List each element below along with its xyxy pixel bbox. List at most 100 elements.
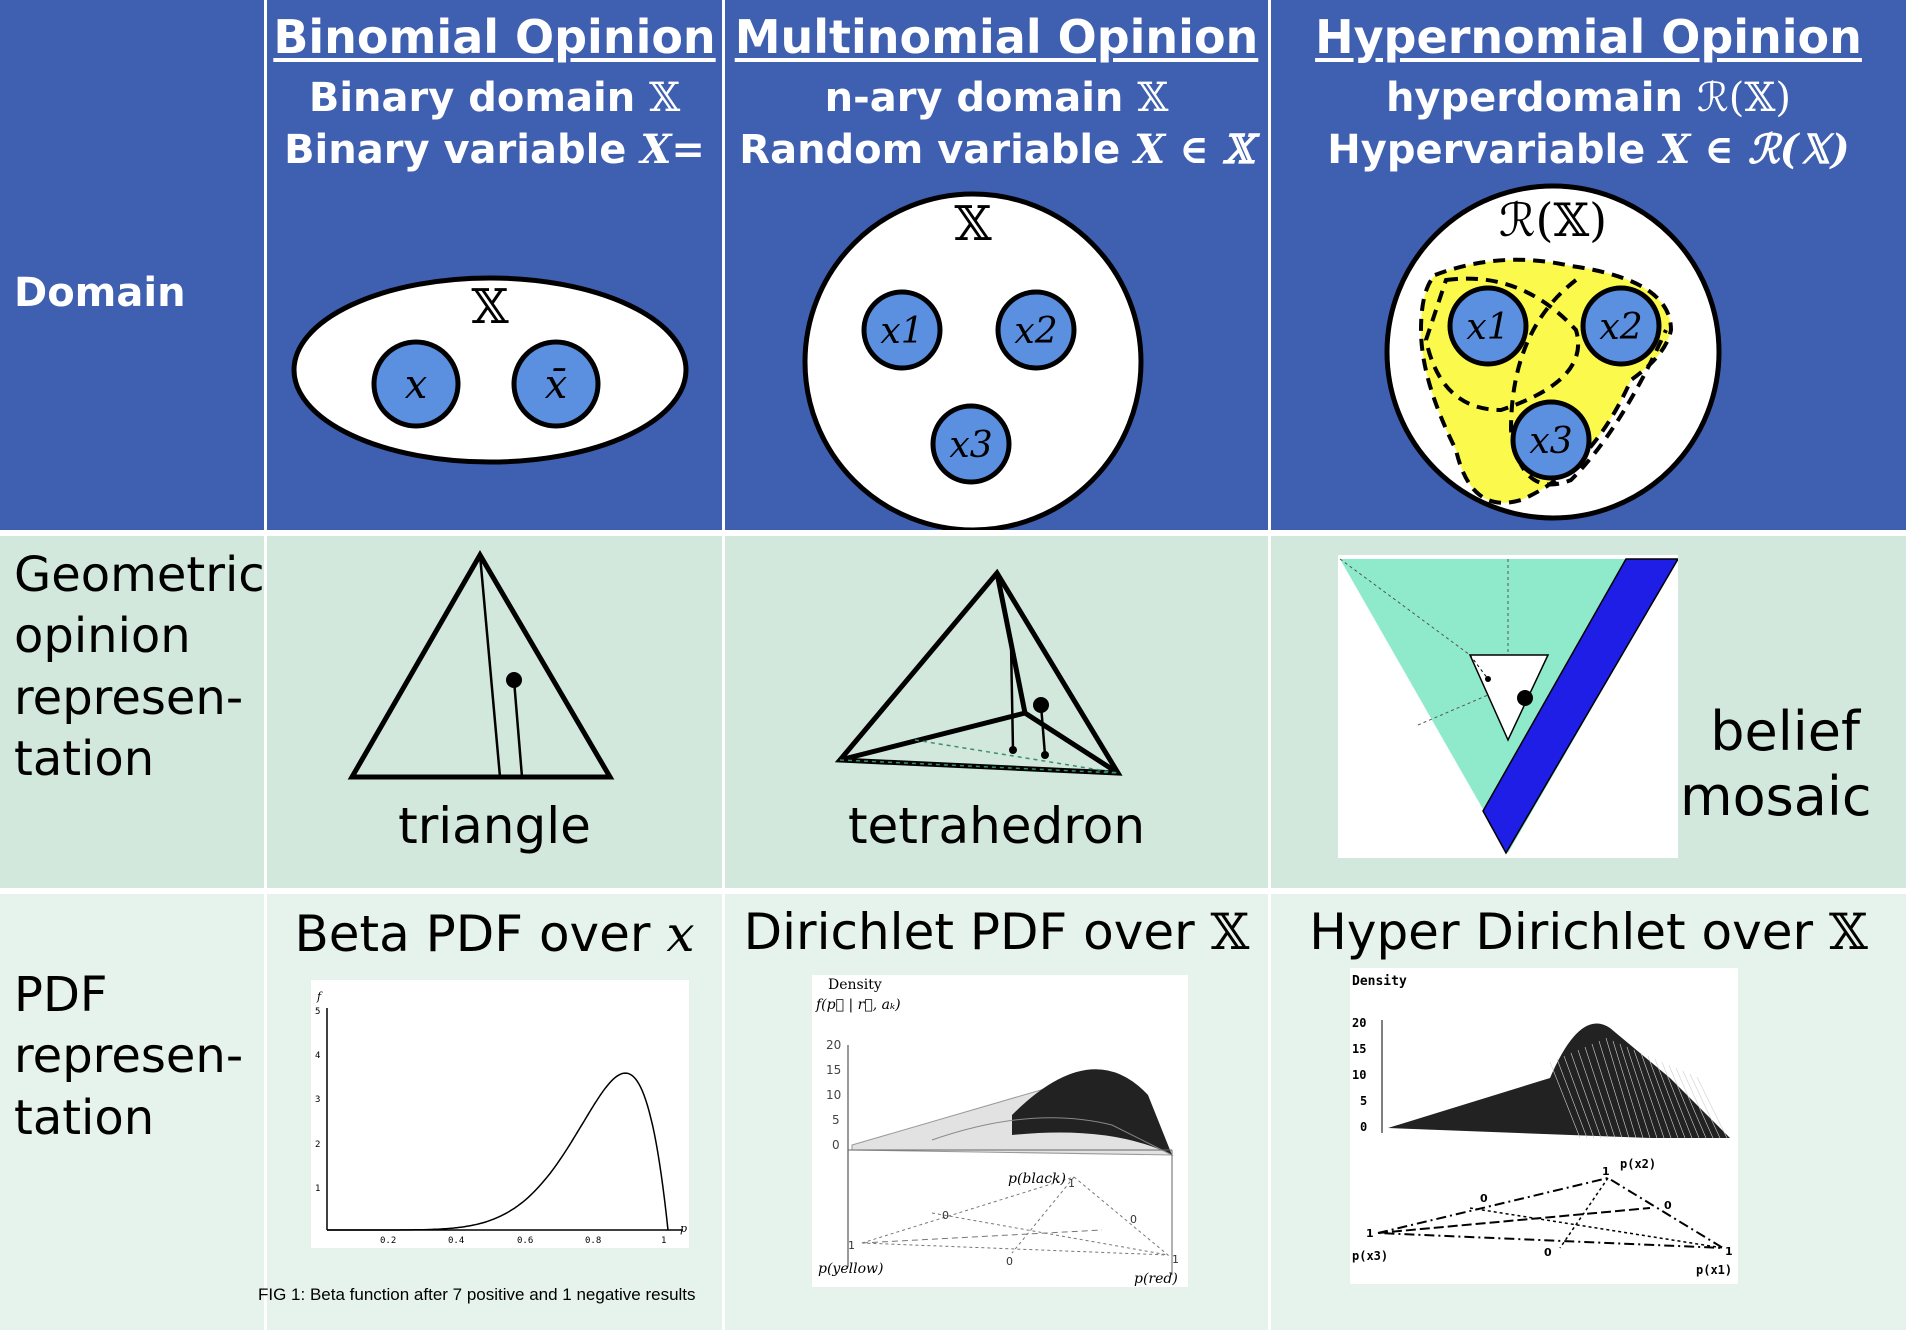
density-formula: f(p⃗ | r⃗, aₖ) xyxy=(815,997,901,1013)
simplex-line xyxy=(861,1229,1103,1244)
simplex-line xyxy=(1011,1176,1075,1254)
axis-label: p(black) xyxy=(1008,1171,1066,1187)
triangle-caption: triangle xyxy=(398,797,591,855)
simplex-line xyxy=(1377,1207,1651,1234)
domain-label: 𝕏 xyxy=(471,279,509,335)
simplex-line xyxy=(931,1212,1169,1256)
row-label-pdf: PDF represen- tation xyxy=(14,965,243,1149)
caption-line: mosaic xyxy=(1680,764,1872,828)
x-tick: 0.6 xyxy=(517,1236,533,1246)
tetrahedron-caption: tetrahedron xyxy=(847,797,1146,855)
corner-ticks: 1 0 0 0 1 1 xyxy=(848,1177,1179,1268)
x-ticks: 0.2 0.4 0.6 0.8 1 xyxy=(380,1236,666,1246)
y-tick: 5 xyxy=(315,1007,320,1017)
row-label-line: Geometric xyxy=(14,547,265,603)
element-label: x2 xyxy=(1599,307,1642,348)
y-tick: 2 xyxy=(315,1140,320,1150)
element-label: x3 xyxy=(949,425,992,466)
corner-tick: 1 xyxy=(1366,1227,1374,1240)
domain-label: ℛ(𝕏) xyxy=(1499,193,1607,247)
multinomial-title: Multinomial Opinion xyxy=(734,10,1259,64)
row-label-line: represen- xyxy=(14,669,244,726)
projection-point xyxy=(1041,751,1049,759)
belief-mosaic-caption: belief mosaic xyxy=(1680,700,1872,830)
multinomial-domain-symbol: 𝕏 xyxy=(1137,75,1169,121)
hyper-dirichlet-plot: Density 20 15 10 5 0 p(x2) p(x3) p(x1) 1… xyxy=(1350,968,1738,1284)
simplex-triangle xyxy=(1377,1176,1724,1249)
element-circle xyxy=(371,339,461,429)
corner-tick: 1 xyxy=(848,1239,855,1252)
multinomial-variable-line: Random variable xyxy=(739,127,1135,173)
multinomial-domain-line: n-ary domain xyxy=(824,75,1138,121)
z-tick: 0 xyxy=(832,1138,840,1152)
mosaic-blue-band xyxy=(1482,558,1678,855)
element-label: x3 xyxy=(1529,421,1572,462)
binomial-variable-line: Binary variable xyxy=(284,127,641,173)
projection-point xyxy=(1485,676,1491,682)
nary-domain-diagram: 𝕏 x1 x2 x3 xyxy=(802,191,1144,530)
tetrahedron-diagram xyxy=(834,568,1123,776)
binomial-domain-line: Binary domain xyxy=(308,75,650,121)
corner-tick: 0 xyxy=(1006,1255,1013,1268)
mosaic-line xyxy=(1339,558,1471,656)
element-label: x1 xyxy=(1466,307,1509,348)
pdf-title-text: Dirichlet PDF over xyxy=(743,903,1211,961)
z-tick: 10 xyxy=(1352,1068,1366,1082)
z-ticks: 20 15 10 5 0 xyxy=(1352,1016,1367,1134)
row-label-line: PDF xyxy=(14,967,108,1023)
element-circle xyxy=(930,403,1012,485)
hypernomial-variable-symbol: X ∈ ℛ(𝕏) xyxy=(1659,126,1850,173)
tetrahedron-edge xyxy=(839,710,1026,763)
density-surface-peak xyxy=(1012,1069,1172,1155)
projection-point xyxy=(1009,746,1017,754)
axis-label: p(x2) xyxy=(1620,1157,1656,1171)
plot-background xyxy=(311,980,689,1248)
hypernomial-domain-symbol: ℛ(𝕏) xyxy=(1696,75,1792,121)
row-label-line: tation xyxy=(14,1089,155,1146)
pdf-title-text: Hyper Dirichlet over xyxy=(1309,903,1829,961)
axis-label: p(x1) xyxy=(1696,1263,1732,1277)
y-tick: 3 xyxy=(315,1095,320,1105)
opinion-point xyxy=(1517,690,1533,706)
element-circle xyxy=(511,339,601,429)
pdf-title-symbol: x xyxy=(666,905,695,963)
row-label-geometric: Geometric opinion represen- tation xyxy=(14,545,265,791)
hypernomial-domain-line: hyperdomain xyxy=(1385,75,1697,121)
element-circle xyxy=(861,289,943,371)
row-divider xyxy=(0,530,1906,536)
binary-domain-diagram: 𝕏 x x̄ xyxy=(291,275,689,465)
corner-tick: 1 xyxy=(1172,1253,1179,1266)
dirichlet-pdf-plot: Density f(p⃗ | r⃗, aₖ) 20 15 10 5 0 p(bl… xyxy=(812,975,1188,1287)
hyper-region-outline xyxy=(1508,278,1668,487)
figure-caption: FIG 1: Beta function after 7 positive an… xyxy=(258,1285,696,1304)
domain-circle xyxy=(802,191,1144,530)
y-ticks: 1 2 3 4 5 xyxy=(315,1007,320,1194)
z-tick: 5 xyxy=(832,1113,840,1127)
simplex-line xyxy=(1469,1207,1724,1249)
z-tick: 10 xyxy=(826,1088,841,1102)
density-surface-mesh xyxy=(1549,1037,1728,1139)
element-label: x1 xyxy=(880,311,923,352)
binomial-domain-symbol: 𝕏 xyxy=(649,75,681,121)
corner-tick: 1 xyxy=(1725,1245,1733,1258)
density-label: Density xyxy=(828,977,882,993)
element-label: x̄ xyxy=(545,362,568,408)
triangle-diagram xyxy=(347,550,615,780)
density-label: Density xyxy=(1352,974,1407,989)
hypernomial-title: Hypernomial Opinion xyxy=(1315,10,1862,64)
row-divider xyxy=(0,888,1906,894)
triangle-shape xyxy=(347,550,615,780)
column-divider xyxy=(264,0,267,1330)
z-ticks: 20 15 10 5 0 xyxy=(826,1038,841,1152)
x-tick: 0.4 xyxy=(448,1236,464,1246)
corner-tick: 0 xyxy=(1544,1246,1552,1259)
mosaic-line xyxy=(1469,654,1489,680)
density-surface xyxy=(1388,1023,1730,1138)
y-axis-label: f xyxy=(316,990,323,1003)
belief-mosaic-diagram xyxy=(1338,555,1678,858)
tetrahedron-face xyxy=(834,568,1123,776)
column-divider xyxy=(722,0,725,1330)
row-label-domain: Domain xyxy=(14,270,186,316)
corner-tick: 1 xyxy=(1068,1177,1075,1190)
